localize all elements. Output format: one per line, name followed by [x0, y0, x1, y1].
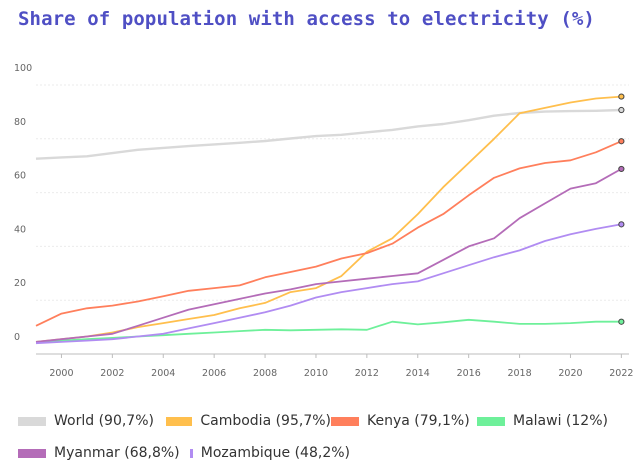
legend-label: World (90,7%) — [54, 413, 154, 429]
series-line-kenya — [35, 140, 622, 327]
x-tick-label: 2004 — [151, 368, 175, 379]
legend-swatch — [477, 416, 505, 426]
x-tick-label: 2008 — [253, 368, 277, 379]
y-tick-label: 0 — [14, 332, 20, 343]
x-tick-label: 2006 — [202, 368, 226, 379]
legend-swatch — [331, 416, 359, 426]
series-line-mozambique — [35, 223, 622, 345]
end-marker-world — [618, 106, 625, 114]
legend-item-mozambique[interactable]: Mozambique (48,2%) — [190, 445, 350, 461]
x-tick-label: 2020 — [558, 368, 582, 379]
legend-item-world[interactable]: World (90,7%) — [18, 413, 166, 429]
legend: World (90,7%) Cambodia (95,7%) Kenya (79,1… — [18, 410, 628, 474]
y-tick-label: 20 — [14, 278, 26, 289]
legend-item-kenya[interactable]: Kenya (79,1%) — [331, 413, 477, 429]
series-line-world — [35, 108, 622, 160]
x-tick-label: 2018 — [507, 368, 531, 379]
end-marker-cambodia — [618, 93, 625, 100]
y-tick-label: 100 — [14, 63, 32, 74]
y-tick-label: 60 — [14, 171, 26, 182]
line-chart: 0 20 40 60 80 100 2000 2002 2004 2006 2008 2010 2012… — [14, 63, 633, 379]
end-marker-kenya — [618, 138, 625, 145]
legend-row: World (90,7%) Cambodia (95,7%) Kenya (79,1… — [18, 410, 628, 432]
legend-label: Myanmar (68,8%) — [54, 445, 180, 461]
legend-swatch — [18, 448, 46, 458]
end-markers — [618, 93, 625, 325]
legend-swatch — [18, 416, 46, 426]
x-tick-label: 2014 — [406, 368, 430, 379]
legend-swatch — [190, 448, 193, 458]
end-marker-mozambique — [618, 221, 625, 228]
series-line-myanmar — [35, 168, 622, 343]
legend-label: Malawi (12%) — [513, 413, 608, 429]
y-tick-label: 40 — [14, 224, 26, 235]
axes: 0 20 40 60 80 100 2000 2002 2004 2006 2008 2010 2012… — [14, 63, 633, 379]
chart-title: Share of population with access to elect… — [18, 8, 595, 30]
legend-item-malawi[interactable]: Malawi (12%) — [477, 413, 617, 429]
legend-row: Myanmar (68,8%) Mozambique (48,2%) — [18, 442, 628, 464]
x-tick-label: 2022 — [609, 368, 633, 379]
legend-item-cambodia[interactable]: Cambodia (95,7%) — [166, 413, 331, 429]
end-marker-myanmar — [618, 165, 625, 173]
legend-label: Cambodia (95,7%) — [200, 413, 331, 429]
y-tick-label: 80 — [14, 117, 26, 128]
gridlines — [36, 84, 629, 301]
x-tick-label: 2002 — [100, 368, 124, 379]
legend-swatch — [166, 416, 193, 426]
series-lines — [35, 95, 622, 345]
end-marker-malawi — [618, 318, 625, 325]
legend-label: Mozambique (48,2%) — [200, 445, 350, 461]
x-tick-label: 2012 — [355, 368, 379, 379]
series-line-cambodia — [35, 95, 622, 343]
x-tick-label: 2016 — [457, 368, 481, 379]
legend-item-myanmar[interactable]: Myanmar (68,8%) — [18, 445, 190, 461]
legend-label: Kenya (79,1%) — [367, 413, 470, 429]
x-tick-label: 2000 — [49, 368, 73, 379]
x-tick-label: 2010 — [304, 368, 328, 379]
